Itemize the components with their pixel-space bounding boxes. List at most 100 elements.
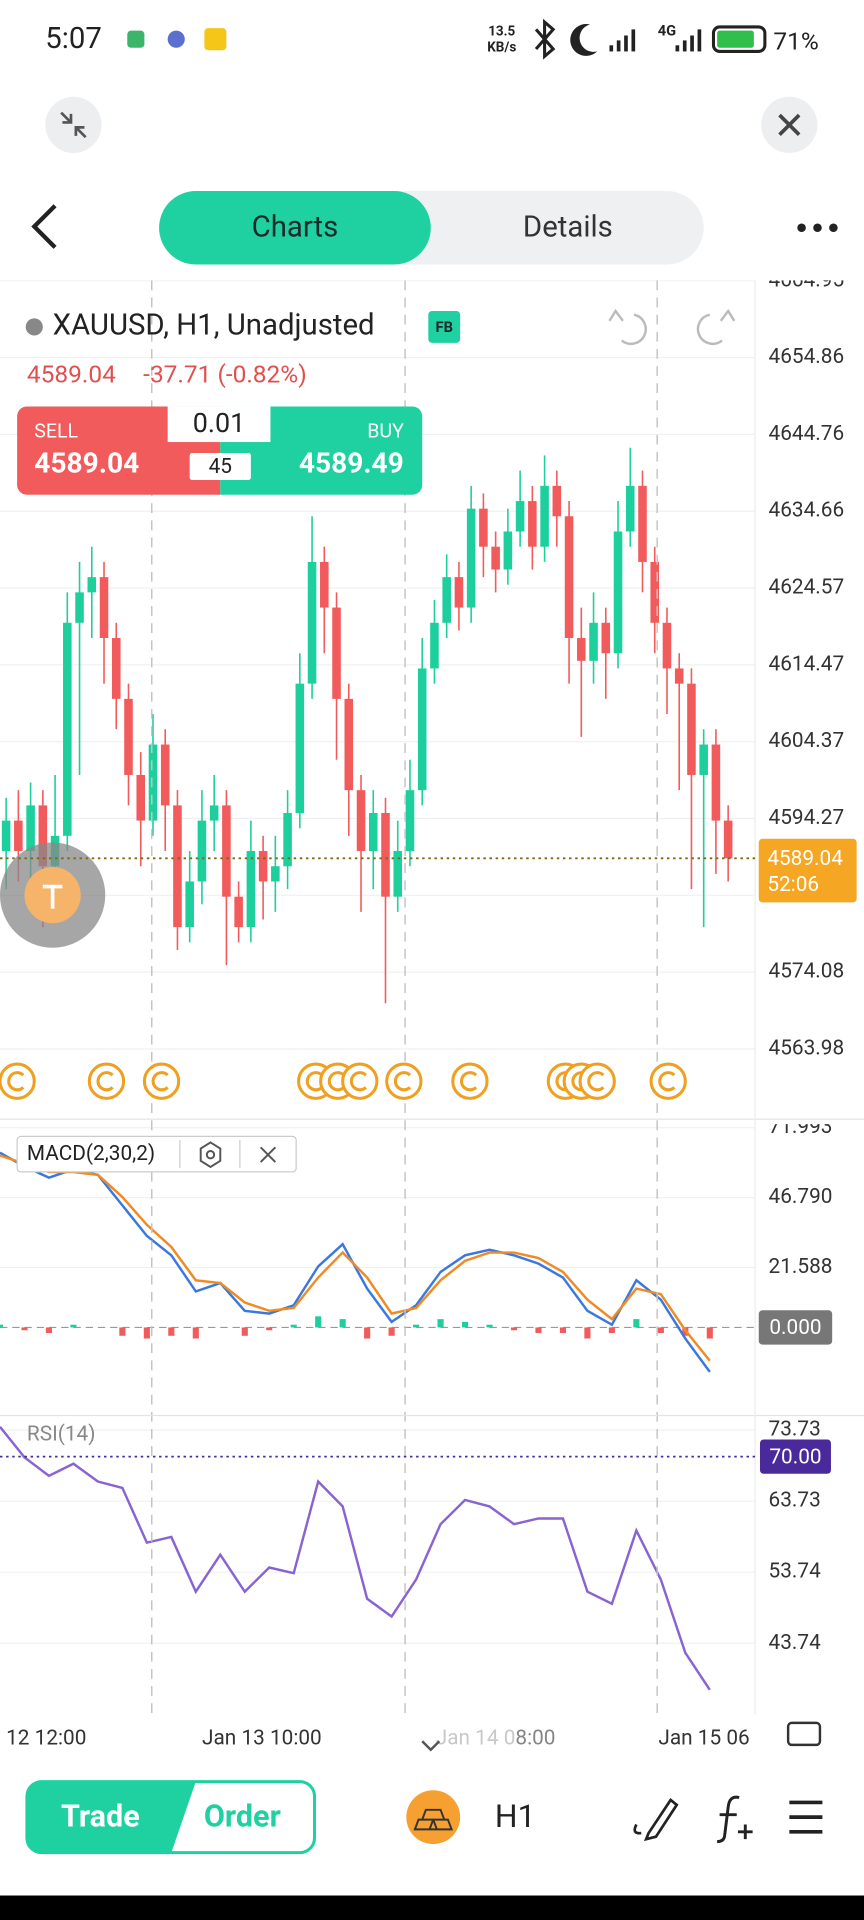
candle-body [674,668,684,684]
last-price-label: 4589.04 [767,847,843,871]
event-marker [0,1062,36,1100]
lot-input[interactable] [167,406,271,443]
tab-active[interactable] [159,191,431,265]
histogram-bar [633,1319,640,1328]
indicator-button[interactable] [717,1795,753,1844]
macd-line [0,1154,711,1362]
candle-body [26,805,35,852]
tab-details[interactable]: Details [523,211,613,245]
battery-icon [711,25,767,53]
y-tick-label: 4644.76 [769,422,845,446]
candle-body [405,790,415,852]
histogram-bar [290,1324,297,1328]
candle-body [258,851,268,882]
candle-body [577,638,586,661]
tab-charts[interactable]: Charts [252,211,339,245]
histogram-bar [143,1327,150,1339]
histogram-bar [608,1327,615,1333]
y-tick-label: 4574.08 [769,960,845,984]
badge [428,311,461,343]
candle-body [111,638,121,699]
buy-button[interactable] [220,406,423,495]
event-marker-icon [151,1071,169,1092]
candle-body [148,744,158,821]
redo-button[interactable] [696,308,736,346]
y-tick-label: 43.74 [769,1631,822,1655]
histogram-bar [584,1327,591,1339]
trade-panel: SELL 4589.04 BUY 4589.49 0.01 45 [17,406,423,495]
candle-body [564,516,574,639]
last-price-box [758,838,857,903]
y-tick-label: 73.73 [769,1418,821,1442]
signal-icon [609,29,702,52]
event-marker [341,1062,379,1100]
notification-icon [127,30,145,48]
undo-button[interactable] [608,308,647,346]
notification-icon [167,30,185,48]
badge-text: FB [436,318,453,336]
gold-button[interactable] [406,1790,461,1845]
candle-body [283,812,292,867]
candle-body [723,820,733,859]
y-tick-label: 4624.57 [769,576,845,600]
fullscreen-button[interactable] [786,1721,822,1747]
more-button[interactable] [797,223,838,233]
candle-body [515,501,525,532]
candle-body [136,774,146,821]
candle-body [246,851,256,928]
indicator-box [16,1135,297,1173]
y-tick-label: 53.74 [769,1560,822,1584]
order-tab[interactable]: Order [204,1799,281,1834]
candle-body [466,508,476,608]
buy-price: 4589.49 [299,447,404,480]
draw-button[interactable] [633,1798,679,1842]
y-tick-label: 46.790 [769,1185,833,1209]
candle-body [332,607,341,699]
histogram-bar [119,1327,126,1336]
rsi-chart: 73.73 63.73 53.74 43.74 [0,1418,822,1691]
back-button[interactable] [31,204,57,249]
price-change: -37.71 (-0.82%) [143,359,307,388]
candle-body [160,744,170,806]
histogram-bar [413,1324,420,1328]
candle-body [711,744,721,821]
zero-label-box [758,1310,833,1345]
event-marker-icon [658,1071,676,1092]
event-marker-icon [587,1071,605,1092]
minimize-button[interactable] [45,96,102,154]
buy-label: BUY [367,419,404,442]
settings-icon [205,1150,216,1160]
candle-body [662,622,672,669]
candle-body [356,790,366,852]
y-tick-label: 71.993 [769,1115,833,1139]
close-button[interactable] [761,96,818,154]
timeframe[interactable]: H1 [495,1797,536,1835]
spread: 45 [209,455,232,479]
symbol-name[interactable]: XAUUSD, H1, Unadjusted [53,309,375,343]
histogram-bar [364,1327,371,1339]
candle-body [222,805,231,897]
event-marker-icon [349,1071,367,1092]
x-tick-label: 12 12:00 [6,1726,86,1750]
menu-button[interactable] [789,1800,823,1834]
trade-tab-bg[interactable] [26,1781,196,1853]
histogram-bar [510,1327,518,1331]
remove-indicator[interactable] [259,1146,277,1163]
histogram-bar [241,1327,248,1336]
histogram-bar [706,1327,713,1339]
histogram-bar [559,1327,567,1333]
event-marker-icon [305,1071,323,1092]
speed-unit: KB/s [487,40,516,55]
dnd-icon [570,24,598,56]
candle-body [650,561,660,623]
trade-tab[interactable]: Trade [61,1799,140,1834]
candle-body [1,820,11,852]
rsi-title: RSI(14) [27,1423,96,1447]
y-tick-label: 4654.86 [769,345,845,369]
event-marker [451,1062,489,1100]
rsi-line [0,1426,711,1691]
candle-body [173,805,182,928]
settings-button[interactable] [199,1141,222,1169]
event-marker-icon [96,1071,114,1092]
drawer-handle[interactable] [421,1740,441,1752]
